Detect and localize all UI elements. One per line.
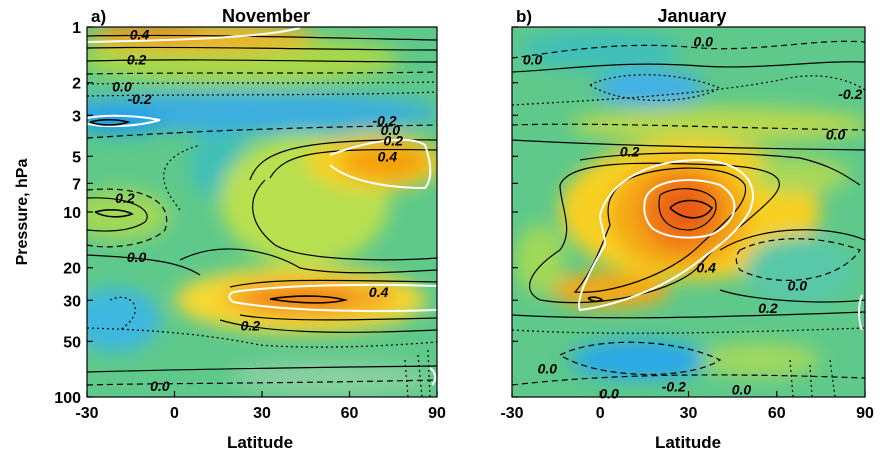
panel-a-xtick-label: 60 — [341, 405, 359, 422]
panel-a-ytick-label: 3 — [72, 108, 81, 125]
panel-a-ytick-label: 50 — [63, 334, 81, 351]
panel-a-ytick-label: 100 — [54, 390, 81, 407]
panel-a-contour-label: 0.0 — [127, 249, 147, 265]
panel-b-contour-label: 0.0 — [599, 386, 619, 402]
panel-a-label: a) — [91, 7, 106, 26]
panel-b-contour-label: 0.0 — [538, 360, 558, 376]
panel-b-contour-label: 0.0 — [788, 278, 808, 294]
panel-a-contour-label: 0.4 — [378, 148, 398, 164]
panel-a-ytick-label: 10 — [63, 205, 81, 222]
panel-a-contour-label: 0.0 — [381, 122, 401, 138]
panel-a-xlabel: Latitude — [227, 433, 293, 452]
panel-b-xtick-label: 60 — [768, 405, 786, 422]
panel-b-label: b) — [516, 7, 532, 26]
panel-b-contour-labels: 0.0 0.0 -0.2 0.0 0.2 0.4 0.0 0.2 0.0 -0.2 0.0 0.0 — [523, 34, 863, 402]
panel-a-ytick-label: 7 — [72, 176, 81, 193]
panel-b-contour-label: 0.0 — [693, 34, 713, 50]
panel-b-white-contours — [578, 158, 863, 331]
panel-b: 0.0 0.0 -0.2 0.0 0.2 0.4 0.0 0.2 0.0 -0.2 0.0 0.0 -… — [500, 6, 874, 452]
panel-a-contour-label: 0.4 — [369, 284, 389, 300]
panel-b-colorfield — [512, 27, 865, 397]
panel-a-xtick-label: 30 — [253, 405, 271, 422]
panel-b-xlabel: Latitude — [655, 433, 721, 452]
panel-a-ytick-label: 5 — [72, 149, 81, 166]
panel-a-contour-labels: 0.40.20.0-0.2-0.20.00.20.40.20.00.40.20.… — [112, 27, 403, 394]
panel-a-contour-label: -0.2 — [372, 112, 396, 128]
panel-b-xticks: -30 0 30 60 90 — [500, 391, 874, 422]
panel-a-xticks: -30 0 30 60 90 — [75, 391, 446, 422]
panel-a-xtick-label: -30 — [75, 405, 98, 422]
panel-b-contour-label: -0.2 — [662, 379, 686, 395]
panel-b-contour-label: 0.4 — [696, 260, 716, 276]
panel-a-contour-label: 0.2 — [384, 132, 404, 148]
panel-b-yticks — [512, 26, 518, 398]
panel-b-xtick-label: 90 — [856, 405, 874, 422]
panel-a: 0.40.20.0-0.2-0.20.00.20.40.20.00.40.20.… — [14, 6, 446, 452]
panel-a-yticks: 1 2 3 5 7 10 20 30 50 100 — [54, 20, 93, 407]
panel-b-contour-label: -0.2 — [838, 86, 862, 102]
panel-a-contour-label: 0.2 — [127, 52, 147, 68]
panel-b-minimum-lines — [587, 199, 714, 303]
panel-b-xtick-label: 0 — [596, 405, 605, 422]
panel-b-contour-label: 0.2 — [758, 300, 778, 316]
panel-a-contour-label: 0.4 — [130, 27, 150, 43]
panel-a-white-contours — [87, 27, 437, 386]
panel-a-ytick-label: 1 — [72, 20, 81, 37]
panel-a-contours — [87, 34, 437, 397]
panel-a-colorfield — [87, 27, 437, 397]
panel-a-ylabel: Pressure, hPa — [14, 159, 31, 266]
panel-a-xtick-label: 0 — [170, 405, 179, 422]
panel-b-contour-label: 0.0 — [732, 381, 752, 397]
panel-b-contour-label: 0.0 — [826, 126, 846, 142]
panel-a-contour-label: 0.0 — [150, 378, 170, 394]
panel-a-contour-label: 0.0 — [112, 79, 132, 95]
panel-a-minimum-lines — [89, 118, 349, 304]
panel-a-title: November — [222, 6, 310, 26]
panel-b-title: January — [657, 6, 726, 26]
panel-b-xtick-label: 30 — [680, 405, 698, 422]
panel-b-contour-label: 0.0 — [523, 52, 543, 68]
panel-a-ytick-label: 2 — [72, 76, 81, 93]
panel-a-ytick-label: 30 — [63, 293, 81, 310]
panel-a-contour-label: 0.2 — [241, 317, 261, 333]
panel-b-xtick-label: -30 — [500, 405, 523, 422]
panel-a-contour-label: 0.2 — [115, 190, 135, 206]
panel-a-xtick-label: 90 — [428, 405, 446, 422]
panel-b-contour-label: 0.2 — [620, 143, 640, 159]
panel-a-contour-label: -0.2 — [127, 91, 151, 107]
panel-b-contours — [512, 40, 865, 397]
panel-a-ytick-label: 20 — [63, 261, 81, 278]
